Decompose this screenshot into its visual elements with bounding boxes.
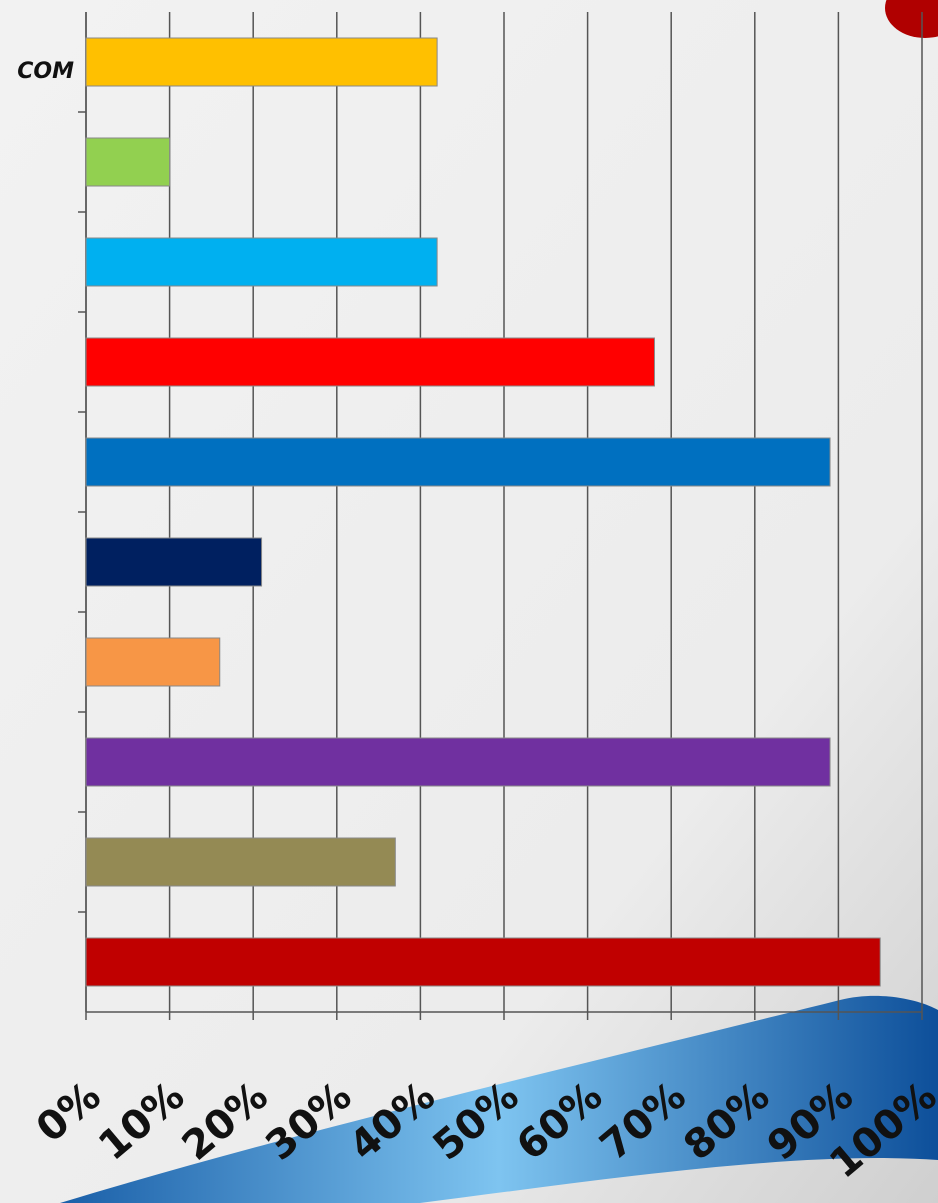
bar [86, 438, 830, 486]
y-tick-label: COM [17, 59, 74, 84]
bar [86, 538, 262, 586]
chart: 0%10%20%30%40%50%60%70%80%90%100%COM [0, 0, 938, 1203]
bar [86, 938, 880, 986]
bar [86, 238, 437, 286]
bar [86, 838, 395, 886]
page: 0%10%20%30%40%50%60%70%80%90%100%COM (()… [0, 0, 938, 1203]
bar [86, 138, 170, 186]
bar [86, 638, 220, 686]
bar [86, 738, 830, 786]
bar [86, 338, 654, 386]
bar [86, 38, 437, 86]
